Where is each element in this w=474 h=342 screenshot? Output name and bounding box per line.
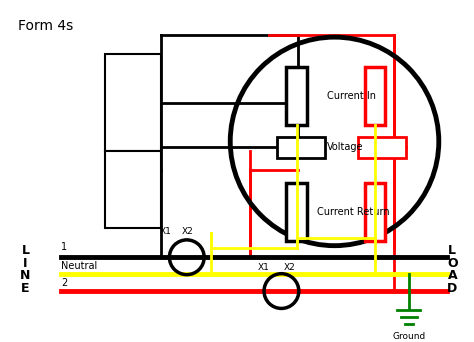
Text: Voltage: Voltage: [327, 142, 363, 152]
Bar: [286, 67, 308, 125]
Text: Current Return: Current Return: [317, 207, 390, 217]
Text: O: O: [447, 256, 457, 269]
Bar: [286, 183, 308, 241]
Text: 1: 1: [61, 242, 67, 252]
Text: A: A: [447, 269, 457, 282]
Text: Current In: Current In: [327, 91, 376, 101]
Text: Neutral: Neutral: [61, 261, 98, 271]
Bar: [277, 136, 325, 158]
Text: D: D: [447, 282, 457, 295]
Text: Form 4s: Form 4s: [18, 19, 73, 33]
Text: L: L: [21, 244, 29, 257]
Text: N: N: [20, 269, 31, 282]
Bar: [358, 136, 406, 158]
Text: X1: X1: [160, 227, 172, 236]
Text: X2: X2: [182, 227, 194, 236]
Bar: [105, 54, 161, 151]
Text: 2: 2: [61, 278, 67, 288]
Text: I: I: [23, 256, 28, 269]
Bar: [365, 67, 385, 125]
Text: X2: X2: [283, 263, 295, 272]
Text: E: E: [21, 282, 30, 295]
Text: X1: X1: [257, 263, 269, 272]
Text: L: L: [448, 244, 456, 257]
Bar: [105, 151, 161, 228]
Text: Ground: Ground: [392, 332, 426, 341]
Bar: [365, 183, 385, 241]
